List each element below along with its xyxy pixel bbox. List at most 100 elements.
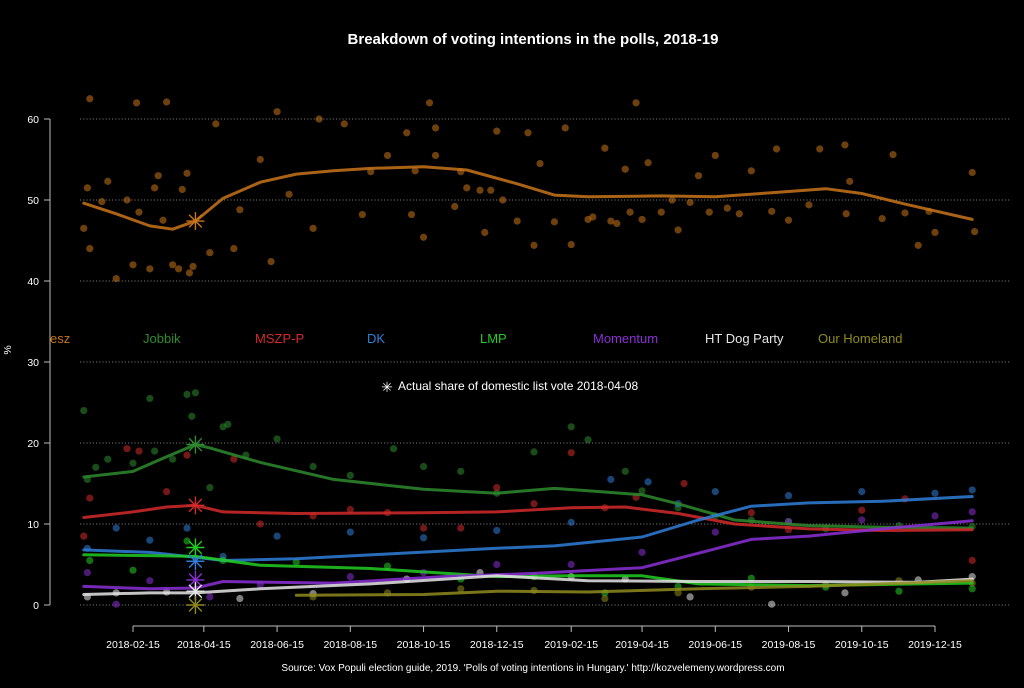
poll-point-jobbik (104, 455, 112, 463)
poll-point-fidesz (747, 167, 755, 175)
poll-point-fidesz (694, 172, 703, 180)
poll-point-momentum (567, 560, 575, 569)
poll-point-lmp (895, 587, 903, 595)
y-axis: 0 10 20 30 40 50 60 (27, 114, 51, 612)
poll-point-fidesz (931, 228, 939, 236)
poll-point-fidesz (784, 216, 793, 224)
poll-point-momentum (493, 560, 501, 569)
y-tick-label: 50 (27, 195, 39, 207)
poll-point-fidesz (805, 201, 813, 209)
poll-point-mszp-p (493, 483, 501, 492)
poll-point-dk (183, 524, 191, 532)
poll-point-jobbik (191, 389, 200, 397)
poll-point-fidesz (154, 172, 162, 180)
poll-point-dk (146, 536, 154, 544)
poll-point-momentum (83, 569, 91, 577)
poll-point-fidesz (431, 151, 440, 160)
poll-point-fidesz (123, 196, 131, 204)
legend-label-lmp: LMP (480, 331, 507, 346)
poll-point-fidesz (267, 257, 275, 266)
election-marker-mszp-p (186, 496, 205, 515)
election-marker-lmp (186, 538, 205, 557)
poll-point-fidesz (189, 262, 197, 271)
legend-label-momentum: Momentum (593, 331, 658, 346)
poll-point-fidesz (705, 208, 713, 216)
poll-point-dk (711, 488, 719, 496)
poll-point-momentum (112, 600, 120, 608)
y-tick-label: 60 (27, 114, 39, 126)
poll-point-fidesz (407, 210, 416, 219)
poll-point-fidesz (463, 184, 471, 192)
election-note: ✳ Actual share of domestic list vote 201… (381, 379, 638, 395)
x-tick-label: 2018-02-15 (106, 639, 160, 651)
poll-point-momentum (711, 528, 719, 536)
poll-point-mszp-p (163, 488, 171, 496)
poll-point-lmp (183, 537, 191, 545)
poll-point-fidesz (236, 206, 244, 214)
poll-point-dk (607, 475, 615, 484)
poll-point-fidesz (476, 186, 484, 194)
poll-point-fidesz (135, 208, 143, 216)
x-tick-label: 2018-12-15 (470, 639, 524, 651)
poll-point-fidesz (83, 184, 91, 192)
poll-point-jobbik (530, 448, 538, 456)
poll-point-mszp-p (680, 479, 688, 488)
poll-point-dk (346, 528, 354, 536)
poll-point-fidesz (358, 210, 366, 219)
election-marker-jobbik (186, 435, 205, 454)
poll-point-fidesz (567, 240, 575, 249)
poll-point-fidesz (112, 274, 120, 283)
trend-line-mszp-p (82, 503, 974, 532)
poll-point-fidesz (340, 120, 348, 128)
poll-point-jobbik (188, 412, 196, 420)
poll-point-mszp-p (86, 494, 94, 502)
poll-point-fidesz (901, 209, 909, 217)
poll-point-mszp-p (80, 532, 88, 540)
poll-point-fidesz (772, 145, 781, 153)
poll-point-fidesz (674, 226, 682, 234)
poll-point-fidesz (151, 184, 159, 192)
poll-point-fidesz (419, 233, 428, 241)
poll-point-fidesz (971, 227, 979, 236)
poll-point-jobbik (224, 420, 232, 428)
election-note-label: Actual share of domestic list vote 2018-… (398, 379, 638, 393)
x-tick-label: 2018-08-15 (323, 639, 377, 651)
poll-point-jobbik (146, 394, 154, 403)
poll-point-fidesz (561, 124, 569, 132)
source-caption: Source: Vox Populi election guide, 2019.… (281, 663, 784, 674)
x-tick-label: 2018-10-15 (397, 639, 451, 651)
poll-point-fidesz (273, 108, 281, 116)
poll-point-fidesz (98, 198, 106, 206)
poll-point-fidesz (768, 207, 776, 215)
poll-point-fidesz (657, 208, 665, 216)
asterisk-stroke (188, 573, 203, 587)
poll-point-lmp (968, 585, 976, 593)
asterisk-stroke (188, 214, 203, 228)
poll-point-fidesz (309, 224, 317, 232)
poll-point-momentum (968, 508, 976, 516)
poll-point-jobbik (346, 471, 354, 479)
poll-point-ht-dog-party (236, 594, 244, 603)
poll-point-our-homeland (457, 585, 465, 593)
poll-point-jobbik (151, 447, 159, 455)
poll-point-mszp-p (135, 447, 143, 455)
x-tick-label: 2019-10-15 (835, 639, 889, 651)
legend-label-jobbik: Jobbik (143, 331, 181, 346)
poll-point-jobbik (169, 455, 177, 463)
election-marker-momentum (186, 570, 205, 589)
poll-point-fidesz (889, 151, 897, 159)
poll-point-fidesz (159, 216, 167, 224)
poll-point-jobbik (584, 436, 592, 444)
poll-point-dk (931, 489, 939, 497)
poll-point-fidesz (481, 228, 489, 236)
poll-point-fidesz (230, 245, 238, 253)
poll-point-fidesz (451, 202, 459, 211)
poll-point-fidesz (178, 185, 186, 194)
poll-point-fidesz (638, 215, 646, 224)
poll-point-fidesz (80, 224, 88, 232)
poll-point-fidesz (212, 120, 220, 128)
election-marker-dk (186, 552, 205, 571)
poll-point-fidesz (256, 155, 264, 164)
poll-point-fidesz (878, 215, 886, 223)
asterisk-stroke (188, 540, 203, 555)
